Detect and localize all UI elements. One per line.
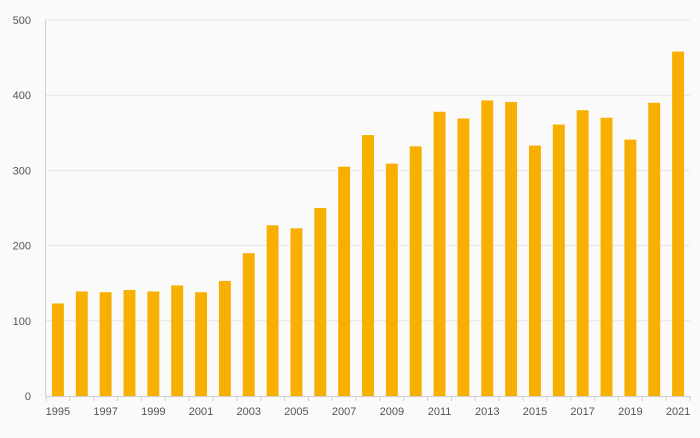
bar-2006 bbox=[314, 208, 327, 396]
x-tick-label: 2017 bbox=[570, 406, 594, 418]
bar-2012 bbox=[457, 118, 470, 397]
bar-2003 bbox=[242, 253, 255, 396]
x-tick-label: 2009 bbox=[380, 406, 404, 418]
bar-2019 bbox=[624, 139, 637, 396]
x-tick-label: 2015 bbox=[523, 406, 547, 418]
bar-2011 bbox=[433, 111, 446, 396]
x-tick-label: 2011 bbox=[428, 406, 452, 418]
x-tick-label: 2003 bbox=[236, 406, 260, 418]
bar-2005 bbox=[290, 228, 303, 396]
tick-labels: 0 100 200 300 400 500 1995 1997 1999 2001 2003 2005… bbox=[13, 15, 691, 418]
bar-2015 bbox=[529, 145, 541, 396]
bar-2004 bbox=[266, 225, 279, 396]
bar-1995 bbox=[51, 303, 64, 396]
y-tick-label: 200 bbox=[13, 241, 31, 253]
bar-2021 bbox=[672, 51, 685, 397]
x-tick-label: 2019 bbox=[618, 406, 642, 418]
bar-1999 bbox=[147, 291, 160, 396]
y-tick-label: 0 bbox=[25, 391, 31, 403]
x-tick-label: 2001 bbox=[189, 406, 213, 418]
bar-2014 bbox=[505, 101, 518, 396]
x-tick-label: 1999 bbox=[141, 406, 165, 418]
y-tick-label: 300 bbox=[13, 165, 31, 177]
bar-2017 bbox=[576, 110, 589, 397]
x-tick-label: 1995 bbox=[46, 406, 70, 418]
bar-2010 bbox=[409, 146, 422, 396]
x-tick-label: 2007 bbox=[332, 406, 356, 418]
bar-2009 bbox=[385, 163, 398, 396]
bar-2018 bbox=[600, 117, 613, 396]
bars bbox=[51, 51, 685, 397]
x-tick-label: 2013 bbox=[475, 406, 499, 418]
bar-1997 bbox=[99, 292, 112, 396]
bar-2002 bbox=[218, 280, 231, 396]
y-tick-label: 500 bbox=[13, 15, 31, 27]
bar-1998 bbox=[123, 289, 136, 396]
bar-2000 bbox=[171, 285, 184, 396]
bar-1996 bbox=[75, 291, 88, 396]
bar-2020 bbox=[648, 102, 661, 396]
x-tick-label: 2005 bbox=[284, 406, 308, 418]
bar-2001 bbox=[195, 292, 207, 396]
bar-2016 bbox=[552, 124, 565, 396]
axes bbox=[45, 20, 691, 401]
bar-2007 bbox=[338, 166, 351, 396]
bar-2008 bbox=[362, 135, 374, 396]
bar-2013 bbox=[481, 100, 494, 397]
x-tick-label: 1997 bbox=[93, 406, 117, 418]
y-tick-label: 100 bbox=[13, 316, 31, 328]
x-tick-label: 2021 bbox=[666, 406, 690, 418]
y-tick-label: 400 bbox=[13, 90, 31, 102]
